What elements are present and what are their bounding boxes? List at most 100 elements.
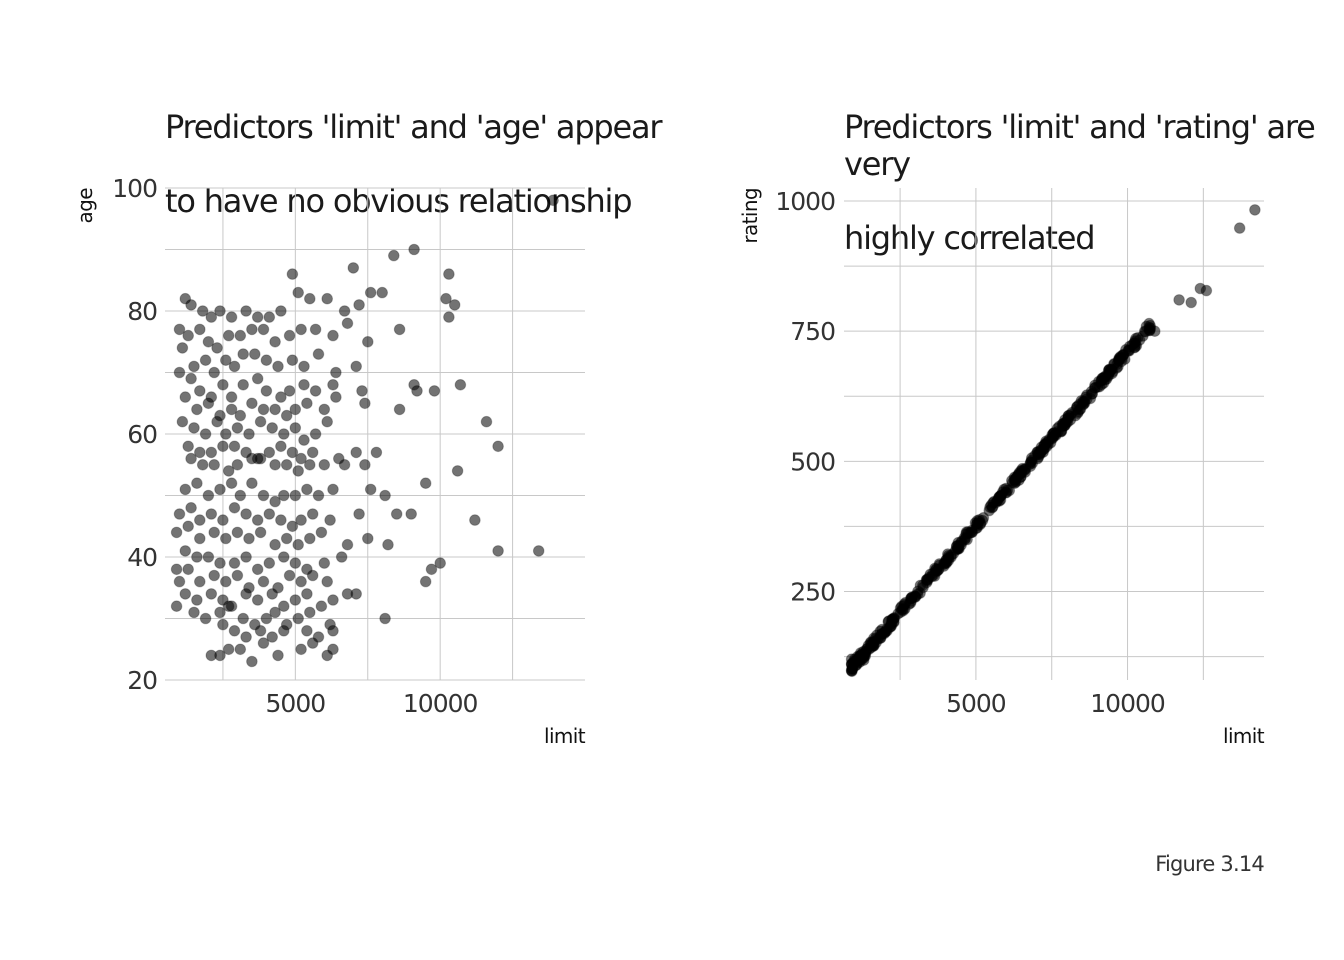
scatter-point <box>350 360 363 373</box>
scatter-point <box>194 514 206 526</box>
scatter-point <box>194 446 206 459</box>
scatter-point <box>1128 337 1140 349</box>
scatter-point <box>237 612 249 625</box>
chart-title-right-line-2: highly correlated <box>844 219 1096 257</box>
chart-title-right: Predictors 'limit' and 'rating' are very… <box>844 72 1344 294</box>
scatter-point <box>295 514 307 526</box>
scatter-point <box>194 532 206 545</box>
scatter-point <box>298 434 310 446</box>
scatter-point <box>917 581 929 594</box>
scatter-point <box>260 354 273 367</box>
scatter-point <box>306 569 319 582</box>
scatter-point <box>170 600 183 613</box>
scatter-point <box>266 588 279 600</box>
scatter-point <box>240 588 252 600</box>
scatter-point <box>292 612 305 625</box>
scatter-point <box>211 342 223 354</box>
scatter-point <box>251 372 264 385</box>
scatter-point <box>492 545 504 557</box>
scatter-point <box>451 465 464 477</box>
scatter-point <box>257 489 270 502</box>
scatter-point <box>341 538 354 551</box>
scatter-point <box>208 526 220 539</box>
scatter-point <box>298 379 310 391</box>
scatter-point <box>231 459 244 471</box>
scatter-point <box>217 618 229 631</box>
scatter-point <box>408 243 420 256</box>
scatter-point <box>188 606 200 619</box>
scatter-point <box>335 551 348 563</box>
scatter-point <box>217 440 229 453</box>
y-tick-label: 500 <box>790 447 835 476</box>
scatter-point <box>289 403 302 416</box>
scatter-point <box>448 299 461 311</box>
scatter-point <box>202 489 215 502</box>
scatter-point <box>205 508 218 520</box>
scatter-point <box>350 446 363 459</box>
scatter-point <box>411 385 423 397</box>
scatter-point <box>202 336 215 348</box>
scatter-point <box>191 477 203 490</box>
scatter-point <box>995 489 1007 502</box>
scatter-point <box>921 573 934 586</box>
scatter-point <box>309 323 322 336</box>
scatter-point <box>882 615 895 628</box>
scatter-point <box>309 428 322 440</box>
scatter-point <box>257 637 270 649</box>
chart-title-left: Predictors 'limit' and 'age' appear to h… <box>165 72 665 257</box>
scatter-point <box>176 342 189 354</box>
scatter-point <box>286 268 299 280</box>
scatter-point <box>179 391 192 403</box>
scatter-point <box>292 465 305 477</box>
scatter-point <box>1091 381 1104 393</box>
scatter-point <box>895 600 908 613</box>
scatter-point <box>341 317 354 330</box>
scatter-point <box>966 524 978 537</box>
scatter-point <box>327 625 339 637</box>
scatter-point <box>327 329 339 342</box>
scatter-point <box>304 532 316 545</box>
scatter-point <box>222 465 235 477</box>
scatter-point <box>240 551 252 563</box>
scatter-point <box>327 594 339 606</box>
scatter-point <box>306 637 319 649</box>
scatter-point <box>228 440 241 453</box>
scatter-point <box>405 508 418 520</box>
scatter-point <box>214 305 226 317</box>
y-tick-label: 80 <box>127 297 157 326</box>
scatter-point <box>327 483 339 496</box>
scatter-point <box>263 557 276 569</box>
scatter-point <box>390 508 403 520</box>
scatter-point <box>179 588 192 600</box>
scatter-point <box>196 305 209 317</box>
scatter-point <box>194 385 206 397</box>
scatter-point <box>278 489 290 502</box>
scatter-point <box>1084 392 1097 405</box>
scatter-point <box>906 591 918 604</box>
scatter-point <box>251 563 264 576</box>
scatter-point <box>315 526 328 539</box>
scatter-point <box>251 311 264 323</box>
scatter-point <box>364 483 377 496</box>
scatter-point <box>254 526 267 539</box>
scatter-point <box>225 391 238 403</box>
scatter-point <box>246 397 258 410</box>
scatter-point <box>173 575 186 588</box>
scatter-point <box>292 286 305 299</box>
y-tick-label: 100 <box>112 174 157 203</box>
scatter-point <box>251 594 264 606</box>
scatter-point <box>240 508 252 520</box>
scatter-point <box>1173 294 1185 306</box>
scatter-point <box>379 612 391 625</box>
scatter-point <box>182 563 194 576</box>
scatter-point <box>205 311 218 323</box>
scatter-point <box>298 360 310 373</box>
scatter-point <box>254 452 267 465</box>
scatter-point <box>211 415 223 428</box>
scatter-point <box>318 459 331 471</box>
y-tick-label: 20 <box>127 666 157 695</box>
scatter-point <box>173 323 186 336</box>
scatter-point <box>419 477 432 490</box>
scatter-point <box>266 422 279 434</box>
